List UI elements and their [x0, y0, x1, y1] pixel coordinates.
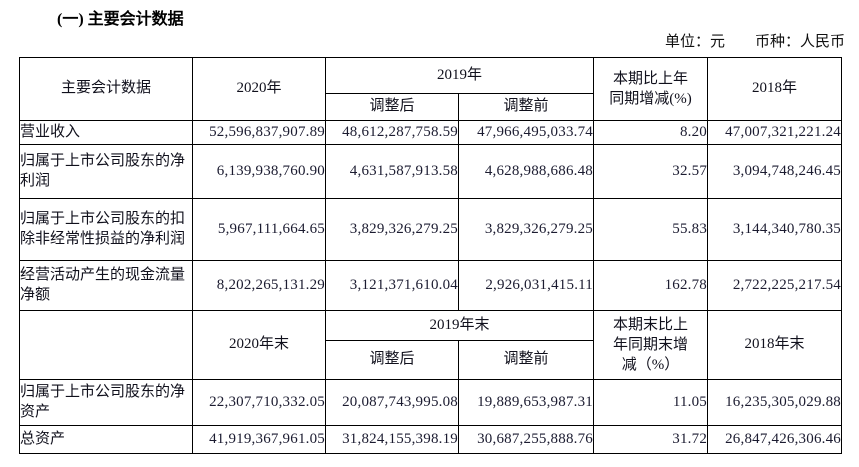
header-year-end-2020: 2020年末 — [192, 310, 326, 380]
header-row-annual: 主要会计数据 2020年 2019年 本期比上年同期增减(%) 2018年 — [19, 57, 843, 121]
cell-2020: 5,967,111,664.65 — [192, 198, 326, 261]
row-label: 归属于上市公司股东的扣除非经常性损益的净利润 — [19, 198, 193, 261]
header-year-end-2019: 2019年末 — [324, 310, 595, 341]
cell-2018: 47,007,321,221.24 — [707, 120, 843, 145]
table-row-revenue: 营业收入 52,596,837,907.89 48,612,287,758.59… — [19, 120, 843, 145]
cell-2019-before: 47,966,495,033.74 — [457, 120, 595, 145]
table-row-net-assets: 归属于上市公司股东的净资产 22,307,710,332.05 20,087,7… — [19, 379, 843, 426]
header-year-2020: 2020年 — [192, 57, 326, 121]
cell-2019-after: 48,612,287,758.59 — [325, 120, 459, 145]
cell-change: 8.20 — [593, 120, 709, 145]
header-year-2019: 2019年 — [324, 57, 595, 94]
header-adjusted-after: 调整后 — [325, 93, 459, 121]
accounting-data-table: 主要会计数据 2020年 2019年 本期比上年同期增减(%) 2018年 调整… — [19, 57, 843, 454]
header-year-end-change-label: 本期末比上年同期末增减（%） — [613, 316, 689, 374]
header-empty-cell — [19, 310, 193, 380]
cell-change: 31.72 — [593, 425, 709, 454]
cell-change: 32.57 — [593, 144, 709, 199]
cell-2019-before: 30,687,255,888.76 — [457, 425, 595, 454]
header-main-label: 主要会计数据 — [19, 57, 193, 121]
row-label: 总资产 — [19, 425, 193, 454]
table-row-operating-cash-flow: 经营活动产生的现金流量净额 8,202,265,131.29 3,121,371… — [19, 260, 843, 311]
row-label: 归属于上市公司股东的净利润 — [19, 144, 193, 199]
header-row-year-end-adjustment: 调整后 调整前 — [20, 340, 842, 380]
cell-2019-after: 3,121,371,610.04 — [325, 260, 459, 311]
header-year-end-change: 本期末比上年同期末增减（%） — [593, 310, 709, 380]
cell-2018: 2,722,225,217.54 — [707, 260, 843, 311]
cell-2019-before: 4,628,988,686.48 — [457, 144, 595, 199]
cell-2020: 41,919,367,961.05 — [192, 425, 326, 454]
header-yoy-change: 本期比上年同期增减(%) — [593, 57, 709, 121]
section-title: (一) 主要会计数据 — [57, 11, 184, 28]
cell-2018: 26,847,426,306.46 — [707, 425, 843, 454]
header-adjusted-after: 调整后 — [325, 340, 459, 380]
unit-currency-note: 单位：元 币种：人民币 — [664, 34, 845, 50]
cell-2020: 22,307,710,332.05 — [192, 379, 326, 426]
cell-2018: 3,144,340,780.35 — [707, 198, 843, 261]
cell-change: 11.05 — [593, 379, 709, 426]
row-label: 归属于上市公司股东的净资产 — [19, 379, 193, 426]
cell-change: 162.78 — [593, 260, 709, 311]
cell-2018: 16,235,305,029.88 — [707, 379, 843, 426]
header-row-adjustment: 调整后 调整前 — [20, 93, 842, 121]
header-adjusted-before: 调整前 — [457, 340, 595, 380]
cell-change: 55.83 — [593, 198, 709, 261]
cell-2019-before: 3,829,326,279.25 — [457, 198, 595, 261]
cell-2019-before: 2,926,031,415.11 — [457, 260, 595, 311]
header-adjusted-before: 调整前 — [457, 93, 595, 121]
header-row-year-end: 2020年末 2019年末 本期末比上年同期末增减（%） 2018年末 — [19, 310, 843, 380]
header-year-2018: 2018年 — [707, 57, 843, 121]
cell-2018: 3,094,748,246.45 — [707, 144, 843, 199]
cell-2020: 52,596,837,907.89 — [192, 120, 326, 145]
table-row-net-profit: 归属于上市公司股东的净利润 6,139,938,760.90 4,631,587… — [19, 144, 843, 199]
table-row-net-profit-excl-nonrecurring: 归属于上市公司股东的扣除非经常性损益的净利润 5,967,111,664.65 … — [19, 198, 843, 261]
header-year-end-2018: 2018年末 — [707, 310, 843, 380]
cell-2020: 8,202,265,131.29 — [192, 260, 326, 311]
cell-2019-before: 19,889,653,987.31 — [457, 379, 595, 426]
cell-2019-after: 31,824,155,398.19 — [325, 425, 459, 454]
cell-2019-after: 20,087,743,995.08 — [325, 379, 459, 426]
cell-2019-after: 3,829,326,279.25 — [325, 198, 459, 261]
row-label: 经营活动产生的现金流量净额 — [19, 260, 193, 311]
cell-2020: 6,139,938,760.90 — [192, 144, 326, 199]
header-yoy-change-label: 本期比上年同期增减(%) — [609, 70, 692, 107]
table-row-total-assets: 总资产 41,919,367,961.05 31,824,155,398.19 … — [19, 425, 843, 454]
row-label: 营业收入 — [19, 120, 193, 145]
cell-2019-after: 4,631,587,913.58 — [325, 144, 459, 199]
